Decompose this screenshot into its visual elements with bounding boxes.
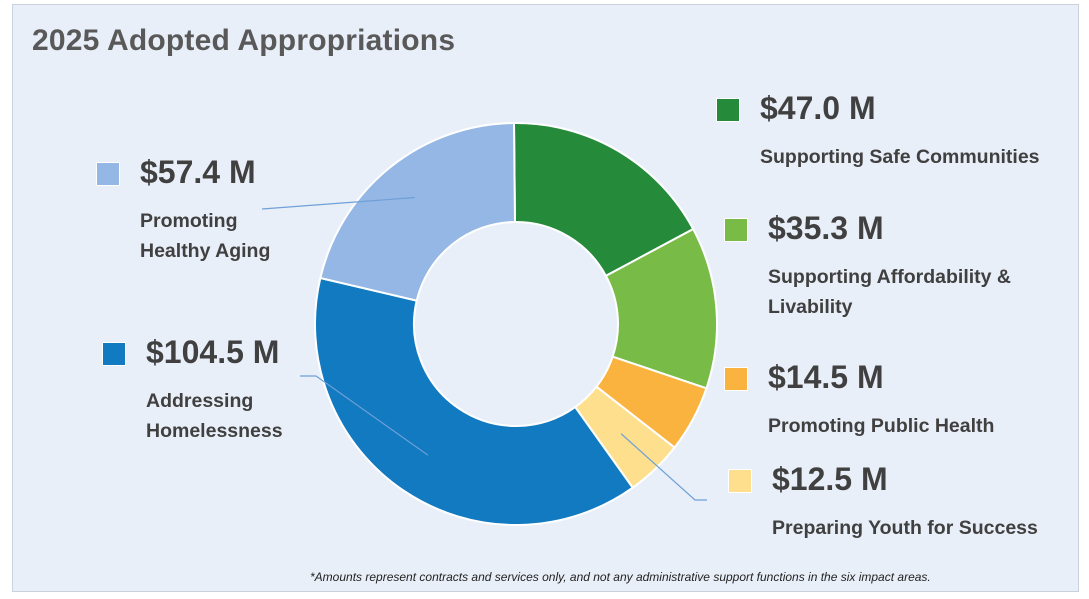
- legend-amount-youth: $12.5 M: [772, 461, 888, 497]
- footnote: *Amounts represent contracts and service…: [310, 570, 931, 584]
- legend-amount-affordability: $35.3 M: [768, 210, 884, 246]
- legend-label-homelessness: Addressing Homelessness: [146, 390, 283, 442]
- slice-supporting-safe-communities: [512, 122, 695, 278]
- legend-label-healthy-aging: Promoting Healthy Aging: [140, 210, 271, 262]
- legend-label-public-health: Promoting Public Health: [768, 415, 995, 437]
- legend-swatch-public-health: [724, 367, 748, 391]
- legend-amount-homelessness: $104.5 M: [146, 334, 280, 370]
- slice-promoting-healthy-aging: [319, 121, 516, 302]
- chart-title: 2025 Adopted Appropriations: [32, 24, 456, 57]
- legend-swatch-homelessness: [102, 342, 126, 366]
- legend-amount-safe-communities: $47.0 M: [760, 90, 876, 126]
- legend-label-youth: Preparing Youth for Success: [772, 517, 1038, 539]
- legend-label-safe-communities: Supporting Safe Communities: [760, 146, 1040, 168]
- legend-swatch-healthy-aging: [96, 162, 120, 186]
- legend-amount-public-health: $14.5 M: [768, 359, 884, 395]
- legend-label-affordability: Supporting Affordability & Livability: [768, 266, 1011, 318]
- slice-addressing-homelessness: [314, 276, 635, 526]
- leader-line-preparing-youth-for-success: [620, 433, 707, 501]
- leader-line-promoting-healthy-aging: [261, 196, 415, 210]
- leader-line-addressing-homelessness: [300, 375, 429, 456]
- legend-swatch-safe-communities: [716, 98, 740, 122]
- legend-amount-healthy-aging: $57.4 M: [140, 154, 256, 190]
- legend-swatch-youth: [728, 469, 752, 493]
- legend-swatch-affordability: [724, 218, 748, 242]
